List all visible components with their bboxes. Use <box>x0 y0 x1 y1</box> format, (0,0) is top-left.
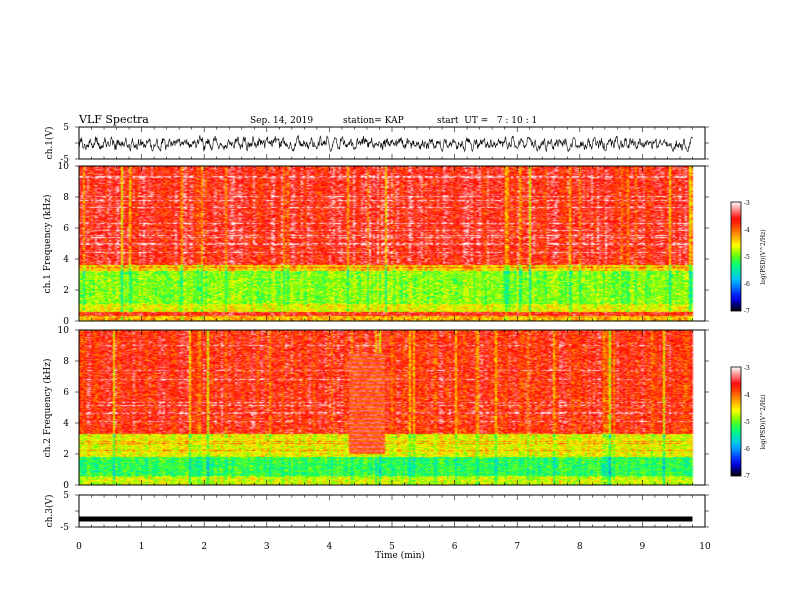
ch1-cb-tick-neg4: -4 <box>744 227 750 234</box>
ch1-freq-tick-6: 6 <box>63 224 69 234</box>
ch1-waveform-panel: 5 -5 ch.1(V) <box>44 123 709 165</box>
time-tick-6: 6 <box>452 542 458 552</box>
header-date: Sep. 14, 2019 <box>250 116 313 126</box>
ch2-freq-tick-0: 0 <box>63 481 69 491</box>
time-axis: 0 1 2 3 4 5 6 7 8 9 10 Time (min) <box>76 542 711 561</box>
time-tick-0: 0 <box>76 542 82 552</box>
ch1-freq-tick-2: 2 <box>63 286 69 296</box>
header-station: station= KAP <box>343 116 404 126</box>
ch1-ytick-bottom: -5 <box>60 155 69 165</box>
ch1-freq-tick-4: 4 <box>63 255 69 265</box>
ch2-freq-ylabel: ch.2 Frequency (kHz) <box>42 359 53 458</box>
time-tick-7: 7 <box>514 542 520 552</box>
ch2-spectrogram-frame <box>78 329 706 486</box>
ch3-ytick-bottom: -5 <box>60 523 69 533</box>
ch1-cb-tick-neg7: -7 <box>744 308 750 315</box>
time-tick-4: 4 <box>327 542 333 552</box>
time-tick-2: 2 <box>201 542 207 552</box>
ch1-colorbar-label: log(PSD)(V^2/Hz) <box>760 229 767 284</box>
ch2-colorbar-frame <box>730 366 742 477</box>
time-tick-5: 5 <box>389 542 395 552</box>
ch1-freq-ylabel: ch.1 Frequency (kHz) <box>42 195 53 294</box>
ch3-waveform-frame <box>78 494 706 528</box>
ch1-cb-tick-neg6: -6 <box>744 281 750 288</box>
ch3-waveform-bg <box>79 495 705 527</box>
ch1-waveform-frame <box>78 126 706 160</box>
time-tick-8: 8 <box>577 542 583 552</box>
header-start-ut: start UT = 7 : 10 : 1 <box>437 116 537 126</box>
ch2-cb-tick-neg3: -3 <box>744 365 750 372</box>
ch2-colorbar-label: log(PSD)(V^2/Hz) <box>760 394 767 449</box>
ch3-waveform-panel: 5 -5 ch.3(V) <box>44 491 709 533</box>
ch2-spectrogram-panel: 0 2 4 6 8 10 ch.2 Frequency (kHz) <box>42 326 709 491</box>
ch1-colorbar-gradient <box>731 202 741 311</box>
ch1-ylabel: ch.1(V) <box>44 127 55 160</box>
time-tick-1: 1 <box>139 542 145 552</box>
time-tick-3: 3 <box>264 542 270 552</box>
ch3-ytick-top: 5 <box>63 491 69 501</box>
ch1-colorbar: -3 -4 -5 -6 -7 log(PSD)(V^2/Hz) <box>730 200 767 315</box>
time-tick-10: 10 <box>699 542 711 552</box>
time-tick-9: 9 <box>640 542 646 552</box>
ch1-colorbar-frame <box>730 201 742 312</box>
ch2-freq-tick-6: 6 <box>63 388 69 398</box>
time-axis-label: Time (min) <box>375 550 425 561</box>
ch1-freq-tick-8: 8 <box>63 193 69 203</box>
ch1-ytick-top: 5 <box>63 123 69 133</box>
ch1-cb-tick-neg5: -5 <box>744 254 750 261</box>
ch2-spectrogram-image <box>79 330 705 485</box>
ch1-spectrogram-panel: 0 2 4 6 8 10 ch.1 Frequency (kHz) <box>42 162 709 327</box>
ch2-freq-tick-10: 10 <box>58 326 70 336</box>
ch1-cb-tick-neg3: -3 <box>744 200 750 207</box>
ch2-cb-tick-neg5: -5 <box>744 419 750 426</box>
ch2-cb-tick-neg6: -6 <box>744 446 750 453</box>
ch1-waveform-line <box>78 134 693 153</box>
ch1-freq-tick-10: 10 <box>58 162 70 172</box>
ch1-spectrogram-frame <box>78 165 706 322</box>
ch1-freq-tick-0: 0 <box>63 317 69 327</box>
ch2-colorbar-gradient <box>731 367 741 476</box>
ch2-freq-tick-2: 2 <box>63 450 69 460</box>
ch1-spectrogram-image <box>79 166 705 321</box>
ch2-freq-tick-8: 8 <box>63 357 69 367</box>
figure-title: VLF Spectra <box>78 113 149 126</box>
ch2-cb-tick-neg7: -7 <box>744 473 750 480</box>
ch2-colorbar: -3 -4 -5 -6 -7 log(PSD)(V^2/Hz) <box>730 365 767 480</box>
ch2-cb-tick-neg4: -4 <box>744 392 750 399</box>
ch2-freq-tick-4: 4 <box>63 419 69 429</box>
ch3-ylabel: ch.3(V) <box>44 495 55 528</box>
